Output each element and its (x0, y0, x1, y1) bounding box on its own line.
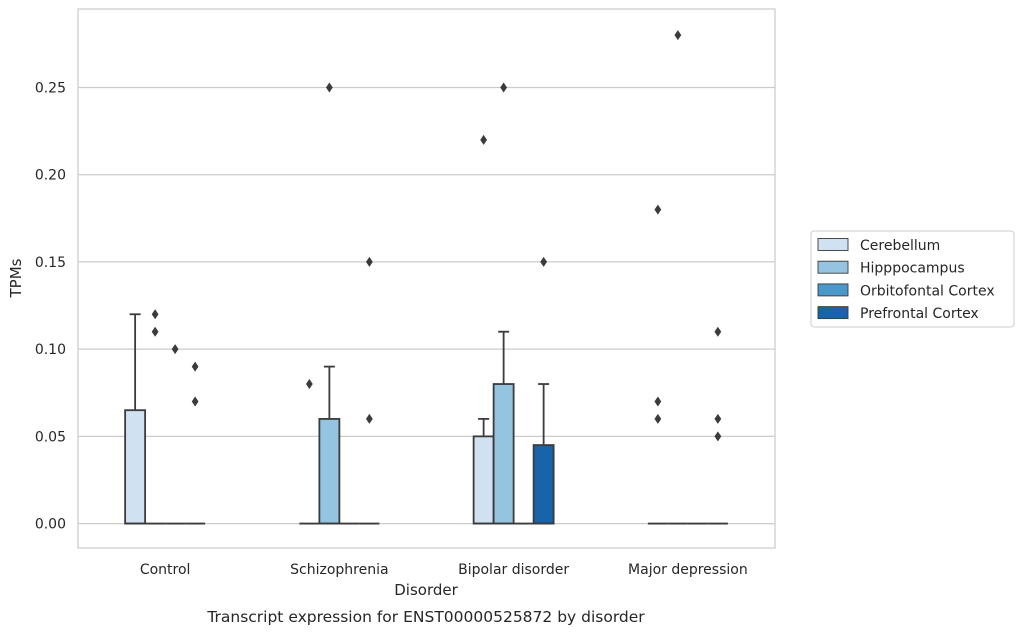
outlier-point (654, 413, 662, 424)
legend-swatch (817, 306, 849, 320)
box-cerebellum (124, 313, 147, 525)
box-body (318, 418, 341, 525)
outliers (151, 30, 722, 442)
y-tick-label: 0.20 (35, 168, 66, 184)
y-tick-label: 0.15 (35, 255, 66, 271)
box-body (492, 383, 515, 525)
y-tick-label: 0.10 (35, 342, 66, 358)
outlier-point (191, 361, 199, 372)
outlier-point (654, 396, 662, 407)
legend-item: Orbitofontal Cortex (817, 283, 995, 299)
legend-label: Orbitofontal Cortex (860, 283, 995, 299)
y-tick-label: 0.05 (35, 429, 66, 445)
y-axis-title: TPMs (7, 258, 25, 298)
legend: Cerebellum Hipppocampus Orbitofontal Corte… (810, 230, 1015, 328)
outlier-point (714, 326, 722, 337)
box-hipppocampus (318, 365, 341, 525)
outlier-point (654, 204, 662, 215)
x-tick-label: Bipolar disorder (458, 562, 569, 578)
outlier-point (674, 30, 682, 41)
plot-frame (77, 8, 776, 549)
legend-label: Hipppocampus (860, 261, 965, 277)
legend-item: Prefrontal Cortex (817, 306, 979, 322)
outlier-point (191, 396, 199, 407)
grid-lines (78, 86, 775, 525)
outlier-point (540, 256, 548, 267)
x-tick-label: Major depression (628, 562, 748, 578)
box-body (124, 409, 147, 525)
box-body (472, 435, 495, 525)
box-hipppocampus (492, 330, 515, 525)
legend-frame (810, 230, 1015, 328)
x-axis-title: Disorder (394, 581, 458, 599)
outlier-point (151, 326, 159, 337)
chart-caption: Transcript expression for ENST0000052587… (206, 608, 645, 626)
outlier-point (171, 344, 179, 355)
legend-swatch (817, 238, 849, 251)
outlier-point (480, 134, 488, 145)
boxes (124, 313, 728, 525)
legend-item: Hipppocampus (817, 260, 965, 277)
y-tick-label: 0.25 (35, 80, 66, 96)
legend-item: Cerebellum (817, 238, 940, 254)
outlier-point (365, 413, 373, 424)
x-tick-labels: Control Schizophrenia Bipolar disorder Majo… (140, 562, 748, 578)
outlier-point (500, 82, 508, 93)
x-tick-label: Schizophrenia (290, 562, 388, 578)
x-tick-label: Control (140, 562, 191, 578)
box-body (532, 444, 555, 525)
legend-label: Prefrontal Cortex (860, 306, 979, 322)
outlier-point (714, 431, 722, 442)
outlier-point (325, 82, 333, 93)
legend-swatch (817, 260, 849, 274)
y-tick-labels: 0.00 0.05 0.10 0.15 0.20 0.25 (35, 80, 66, 532)
box-cerebellum (472, 418, 495, 525)
legend-swatch (817, 283, 849, 297)
outlier-point (714, 413, 722, 424)
outlier-point (365, 256, 373, 267)
outlier-point (305, 379, 313, 390)
legend-label: Cerebellum (860, 238, 940, 254)
y-tick-label: 0.00 (35, 517, 66, 533)
outlier-point (151, 309, 159, 320)
box-prefrontal-cortex (532, 383, 555, 525)
